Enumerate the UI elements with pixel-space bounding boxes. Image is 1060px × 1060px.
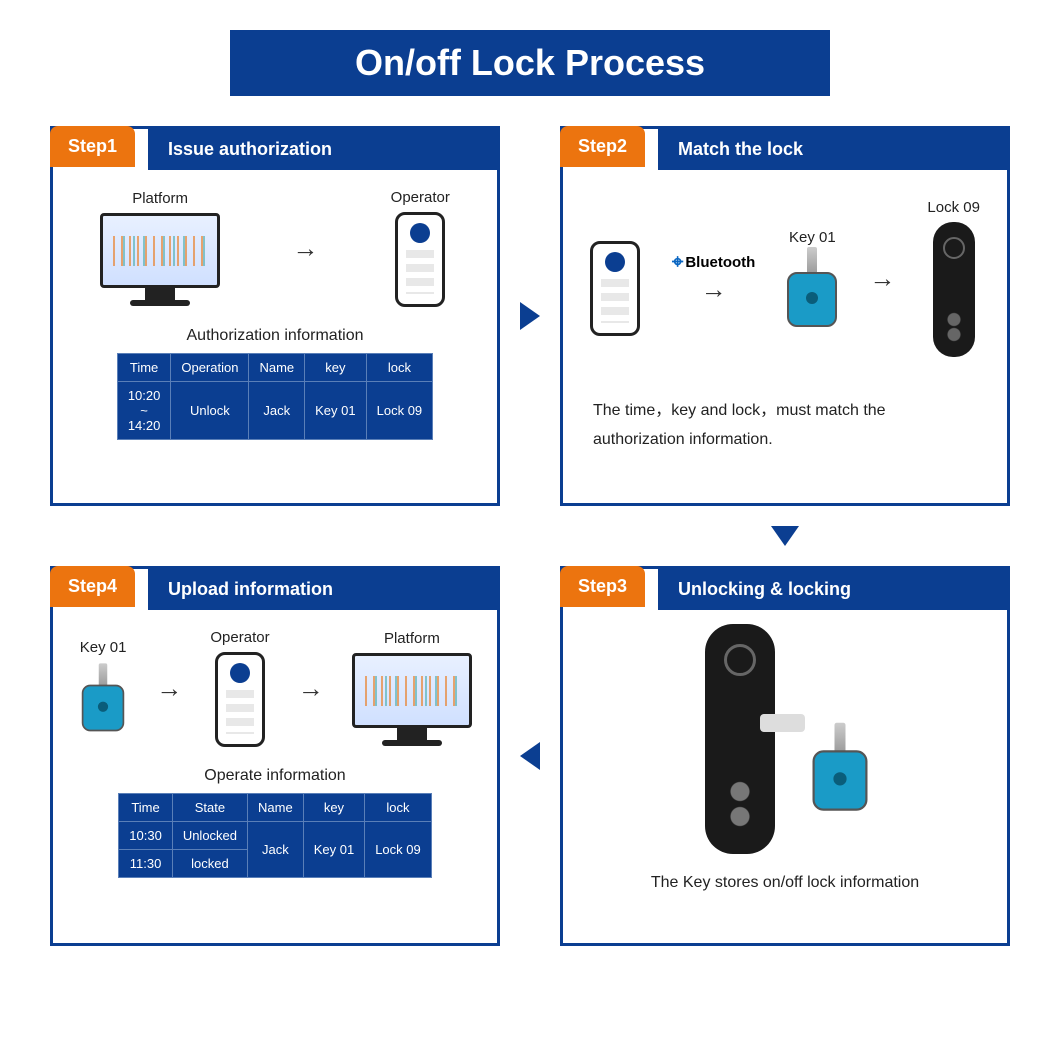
arrow-icon: → <box>869 263 895 294</box>
td-op: Unlock <box>171 382 249 440</box>
operator-label: Operator <box>391 189 450 206</box>
step3-tab: Step3 <box>560 566 645 607</box>
td-state: locked <box>172 850 247 878</box>
td-key: Key 01 <box>303 822 364 878</box>
th-time: Time <box>117 354 171 382</box>
arrow-icon: → <box>298 673 324 704</box>
key-label: Key 01 <box>80 639 127 656</box>
bluetooth-label: ⌖Bluetooth <box>672 251 755 274</box>
step2-title: Match the lock <box>658 129 1007 170</box>
td-time: 10:20 ~ 14:20 <box>117 382 171 440</box>
arrow-s1-s2 <box>500 126 560 506</box>
arrow-s2-s3 <box>560 506 1010 566</box>
th-time: Time <box>119 794 173 822</box>
th-state: State <box>172 794 247 822</box>
step4-title: Upload information <box>148 569 497 610</box>
phone-icon <box>215 652 265 747</box>
step4-tab: Step4 <box>50 566 135 607</box>
td-name: Jack <box>249 382 305 440</box>
td-time: 10:30 <box>119 822 173 850</box>
operator-label: Operator <box>210 629 269 646</box>
step2-desc: The time，key and lock，must match the aut… <box>578 377 992 475</box>
monitor-icon <box>352 653 472 746</box>
step1-title: Issue authorization <box>148 129 497 170</box>
phone-icon <box>590 241 640 336</box>
th-lock: lock <box>365 794 432 822</box>
lock-label: Lock 09 <box>927 199 980 216</box>
step1-tab: Step1 <box>50 126 135 167</box>
key-fob-icon <box>82 668 125 732</box>
key-fob-icon <box>787 252 837 327</box>
step1-card: Step1 Issue authorization Platform → Ope… <box>50 126 500 506</box>
step1-icons: Platform → Operator <box>68 189 482 307</box>
th-key: key <box>305 354 366 382</box>
td-lock: Lock 09 <box>365 822 432 878</box>
auth-table: Time Operation Name key lock 10:20 ~ 14:… <box>117 353 433 440</box>
step3-desc: The Key stores on/off lock information <box>578 859 992 908</box>
bluetooth-icon: ⌖ <box>672 251 683 274</box>
step2-tab: Step2 <box>560 126 645 167</box>
td-lock: Lock 09 <box>366 382 433 440</box>
phone-icon <box>395 212 445 307</box>
key-fob-icon <box>813 728 868 811</box>
monitor-icon <box>100 213 220 306</box>
step2-card: Step2 Match the lock ⌖Bluetooth → Key 01… <box>560 126 1010 506</box>
step3-icons <box>578 619 992 859</box>
step4-icons: Key 01 → Operator → Platform <box>68 629 482 747</box>
arrow-s3-s4 <box>500 566 560 946</box>
operate-table: Time State Name key lock 10:30 Unlocked … <box>118 793 431 878</box>
page-title: On/off Lock Process <box>230 30 830 96</box>
step4-card: Step4 Upload information Key 01 → Operat… <box>50 566 500 946</box>
arrow-icon: → <box>156 673 182 704</box>
td-time: 11:30 <box>119 850 173 878</box>
th-name: Name <box>249 354 305 382</box>
th-op: Operation <box>171 354 249 382</box>
process-grid: Step1 Issue authorization Platform → Ope… <box>50 126 1010 946</box>
step3-title: Unlocking & locking <box>658 569 1007 610</box>
td-key: Key 01 <box>305 382 366 440</box>
arrow-icon: → <box>292 233 318 264</box>
auth-table-caption: Authorization information <box>68 327 482 345</box>
op-table-caption: Operate information <box>68 767 482 785</box>
platform-label: Platform <box>132 190 188 207</box>
td-state: Unlocked <box>172 822 247 850</box>
bluetooth-text: Bluetooth <box>685 254 755 271</box>
td-name: Jack <box>248 822 304 878</box>
platform-label: Platform <box>384 630 440 647</box>
key-label: Key 01 <box>789 229 836 246</box>
arrow-icon: → <box>701 274 727 305</box>
th-name: Name <box>248 794 304 822</box>
lock-icon <box>933 222 975 357</box>
th-lock: lock <box>366 354 433 382</box>
step2-icons: ⌖Bluetooth → Key 01 → Lock 09 <box>578 199 992 357</box>
th-key: key <box>303 794 364 822</box>
lock-big-icon <box>705 624 775 854</box>
step3-card: Step3 Unlocking & locking The Key stores… <box>560 566 1010 946</box>
